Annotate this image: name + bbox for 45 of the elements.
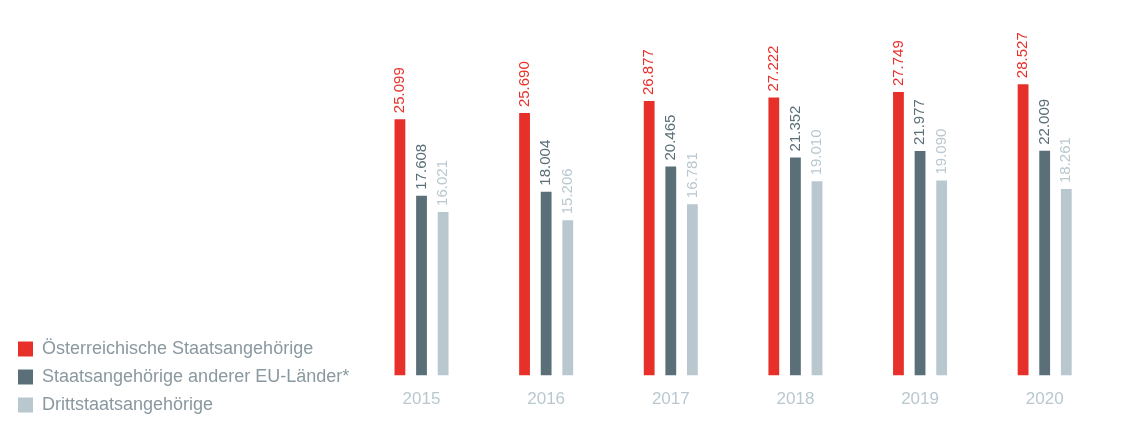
x-tick-label: 2016: [527, 389, 566, 409]
x-tick-label: 2019: [901, 389, 939, 409]
data-label: 27.749: [888, 40, 906, 87]
bar: [1039, 150, 1051, 376]
x-tick-label: 2018: [776, 389, 815, 409]
x-tick-label: 2020: [1025, 389, 1064, 409]
legend-label: Staatsangehörige anderer EU-Länder*: [42, 365, 350, 386]
data-label: 27.222: [763, 45, 781, 92]
legend-label: Drittstaatsangehörige: [42, 393, 214, 414]
bar: [811, 181, 823, 376]
data-label: 25.099: [390, 67, 408, 114]
legend-label: Österreichische Staatsangehörige: [42, 337, 314, 358]
data-label: 17.608: [411, 143, 429, 190]
data-label: 26.877: [639, 49, 657, 95]
bar: [562, 220, 574, 376]
bar: [540, 191, 552, 376]
data-label: 18.004: [536, 139, 554, 186]
data-label: 21.352: [785, 105, 803, 152]
data-label: 18.261: [1056, 137, 1074, 184]
bar: [519, 113, 530, 376]
bar: [394, 119, 406, 376]
bar: [643, 100, 655, 376]
data-label: 20.465: [660, 114, 678, 161]
bar: [416, 195, 427, 376]
data-label: 16.781: [682, 152, 700, 199]
bar: [893, 92, 904, 376]
x-tick-label: 2017: [651, 389, 690, 409]
bar: [768, 97, 780, 376]
bar: [790, 157, 801, 376]
bar: [665, 166, 677, 376]
bar: [914, 151, 926, 376]
data-label: 19.090: [931, 128, 949, 175]
data-label: 15.206: [557, 168, 575, 215]
data-label: 16.021: [433, 160, 451, 206]
bar: [1060, 189, 1072, 376]
bar: [437, 211, 449, 376]
data-label: 19.010: [807, 129, 825, 176]
bar: [686, 204, 698, 376]
data-label: 28.527: [1013, 32, 1031, 79]
bar: [936, 180, 948, 376]
data-label: 25.690: [514, 61, 532, 108]
bar: [1017, 84, 1029, 376]
data-label: 22.009: [1034, 98, 1052, 145]
data-label: 21.977: [910, 99, 928, 146]
x-tick-label: 2015: [402, 389, 441, 409]
